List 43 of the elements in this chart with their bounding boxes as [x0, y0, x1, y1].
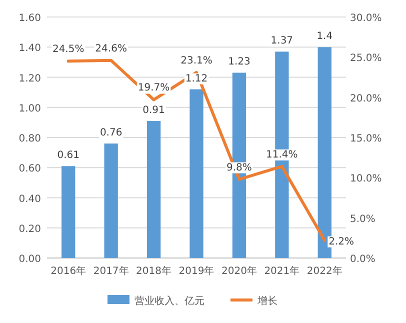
y2-tick-label: 30.0% — [350, 13, 382, 24]
y-tick-label: 0.40 — [18, 194, 41, 205]
data-label: 24.6% — [95, 43, 127, 54]
y2-tick-label: 20.0% — [350, 93, 382, 104]
y-tick-label: 1.20 — [18, 73, 41, 84]
y-tick-label: 0.60 — [18, 164, 41, 175]
y-tick-label: 0.00 — [18, 254, 41, 265]
y-tick-label: 0.80 — [18, 134, 41, 144]
y-tick-label: 1.00 — [18, 103, 41, 114]
y2-tick-label: 0.0% — [350, 254, 376, 265]
data-label: 0.91 — [142, 104, 165, 116]
y-tick-label: 1.60 — [18, 13, 41, 24]
y-tick-label: 1.40 — [18, 43, 41, 54]
x-tick-label: 2019年 — [178, 265, 214, 277]
bar — [62, 166, 76, 258]
y2-tick-label: 5.0% — [350, 214, 376, 225]
data-label: 1.4 — [316, 31, 333, 42]
bar — [146, 120, 161, 258]
legend-label: 增长 — [256, 295, 278, 307]
x-tick-label: 2016年 — [50, 265, 86, 277]
data-label: 1.12 — [185, 73, 208, 84]
data-label: 24.5% — [52, 44, 84, 56]
data-label: 19.7% — [138, 82, 170, 94]
data-label: 11.4% — [266, 149, 298, 160]
data-label: 0.61 — [57, 150, 80, 162]
y2-tick-label: 25.0% — [350, 53, 382, 64]
x-tick-label: 2017年 — [93, 265, 129, 277]
data-label: 9.8% — [226, 162, 252, 174]
bar — [190, 89, 204, 258]
data-label: 23.1% — [180, 55, 212, 66]
y2-tick-label: 15.0% — [350, 134, 382, 144]
data-label: 0.76 — [100, 128, 122, 139]
x-tick-label: 2020年 — [221, 265, 257, 277]
y-tick-label: 0.20 — [18, 224, 41, 235]
x-tick-label: 2022年 — [306, 265, 342, 277]
x-tick-label: 2021年 — [264, 265, 300, 277]
data-label: 1.37 — [270, 36, 294, 47]
data-label: 2.2% — [328, 236, 354, 248]
bar — [104, 144, 118, 258]
data-label: 1.23 — [228, 56, 250, 68]
legend-label: 营业收入、亿元 — [134, 295, 204, 307]
y2-tick-label: 10.0% — [350, 174, 382, 185]
x-tick-label: 2018年 — [136, 265, 172, 277]
